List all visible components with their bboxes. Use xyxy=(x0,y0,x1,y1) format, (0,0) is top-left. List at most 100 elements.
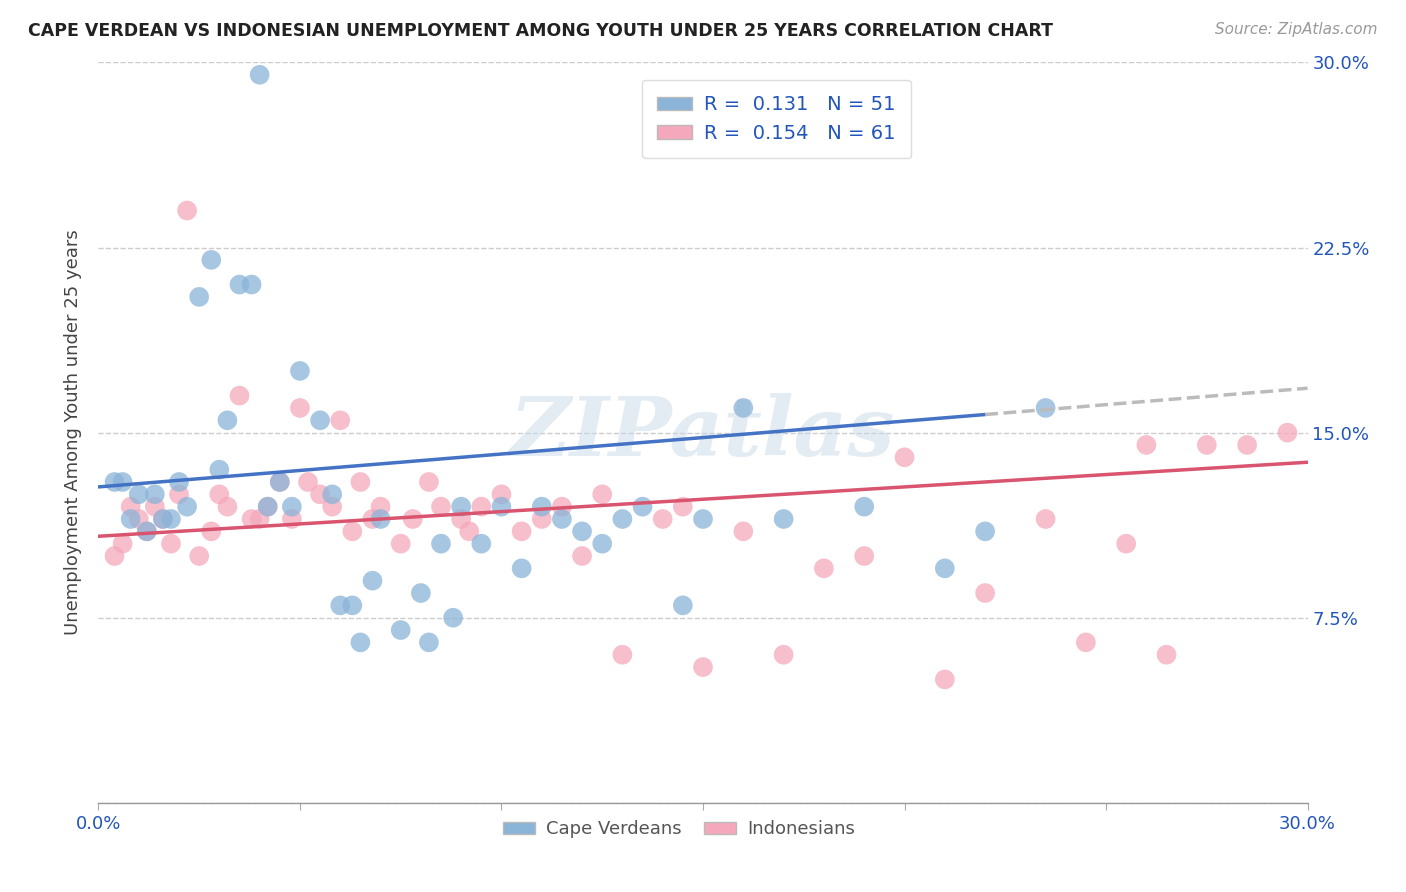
Point xyxy=(160,536,183,550)
Point xyxy=(309,487,332,501)
Point xyxy=(120,500,142,514)
Point xyxy=(167,475,190,489)
Point xyxy=(974,586,997,600)
Point xyxy=(342,599,364,613)
Point xyxy=(1156,648,1178,662)
Point xyxy=(188,290,211,304)
Point xyxy=(893,450,915,465)
Point xyxy=(1195,438,1218,452)
Point xyxy=(1115,536,1137,550)
Point xyxy=(349,635,371,649)
Point xyxy=(1035,512,1057,526)
Point xyxy=(281,512,304,526)
Point xyxy=(772,648,794,662)
Point xyxy=(135,524,157,539)
Point xyxy=(441,610,464,624)
Point xyxy=(612,648,634,662)
Point xyxy=(160,512,183,526)
Point xyxy=(1277,425,1299,440)
Point xyxy=(152,512,174,526)
Point xyxy=(256,500,278,514)
Point xyxy=(1135,438,1157,452)
Point xyxy=(672,599,695,613)
Point xyxy=(249,68,271,82)
Point xyxy=(772,512,794,526)
Text: ZIPatlas: ZIPatlas xyxy=(510,392,896,473)
Point xyxy=(934,561,956,575)
Point xyxy=(361,512,384,526)
Point xyxy=(430,536,453,550)
Point xyxy=(103,475,125,489)
Point xyxy=(530,512,553,526)
Point xyxy=(853,549,876,563)
Point xyxy=(135,524,157,539)
Point xyxy=(470,500,492,514)
Point xyxy=(430,500,453,514)
Point xyxy=(733,524,755,539)
Point xyxy=(418,475,440,489)
Point xyxy=(491,487,513,501)
Point xyxy=(297,475,319,489)
Point xyxy=(510,524,533,539)
Point xyxy=(176,500,198,514)
Point xyxy=(370,512,392,526)
Point xyxy=(143,500,166,514)
Point xyxy=(389,536,412,550)
Point xyxy=(418,635,440,649)
Point xyxy=(269,475,291,489)
Point xyxy=(128,512,150,526)
Point xyxy=(288,401,311,415)
Point xyxy=(450,512,472,526)
Point xyxy=(249,512,271,526)
Point xyxy=(631,500,654,514)
Point xyxy=(510,561,533,575)
Point xyxy=(188,549,211,563)
Point xyxy=(256,500,278,514)
Point xyxy=(551,512,574,526)
Point xyxy=(571,524,593,539)
Point xyxy=(370,500,392,514)
Point xyxy=(269,475,291,489)
Point xyxy=(321,487,343,501)
Point xyxy=(1035,401,1057,415)
Point xyxy=(228,277,250,292)
Point xyxy=(692,660,714,674)
Point xyxy=(103,549,125,563)
Point xyxy=(120,512,142,526)
Point xyxy=(470,536,492,550)
Point xyxy=(450,500,472,514)
Point xyxy=(208,462,231,476)
Point xyxy=(591,487,613,501)
Point xyxy=(167,487,190,501)
Point xyxy=(111,536,134,550)
Point xyxy=(111,475,134,489)
Point xyxy=(349,475,371,489)
Point xyxy=(152,512,174,526)
Point xyxy=(200,524,222,539)
Point xyxy=(1236,438,1258,452)
Point xyxy=(458,524,481,539)
Point xyxy=(813,561,835,575)
Point xyxy=(612,512,634,526)
Point xyxy=(321,500,343,514)
Point xyxy=(733,401,755,415)
Point xyxy=(551,500,574,514)
Point xyxy=(240,277,263,292)
Point xyxy=(329,599,352,613)
Text: CAPE VERDEAN VS INDONESIAN UNEMPLOYMENT AMONG YOUTH UNDER 25 YEARS CORRELATION C: CAPE VERDEAN VS INDONESIAN UNEMPLOYMENT … xyxy=(28,22,1053,40)
Point xyxy=(389,623,412,637)
Point xyxy=(692,512,714,526)
Point xyxy=(974,524,997,539)
Point xyxy=(591,536,613,550)
Point xyxy=(217,500,239,514)
Point xyxy=(288,364,311,378)
Point xyxy=(571,549,593,563)
Point xyxy=(672,500,695,514)
Point xyxy=(281,500,304,514)
Text: Source: ZipAtlas.com: Source: ZipAtlas.com xyxy=(1215,22,1378,37)
Point xyxy=(1074,635,1097,649)
Point xyxy=(342,524,364,539)
Point xyxy=(208,487,231,501)
Point xyxy=(240,512,263,526)
Point xyxy=(228,388,250,402)
